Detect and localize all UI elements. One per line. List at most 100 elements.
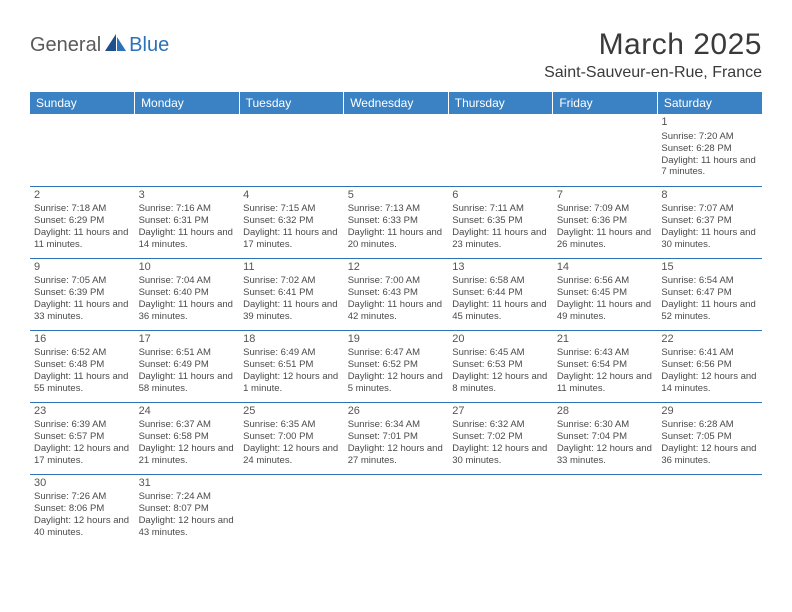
day-number: 9 (34, 261, 131, 275)
calendar-day-cell (657, 474, 762, 546)
day-number: 22 (661, 333, 758, 347)
daylight-text: Daylight: 11 hours and 23 minutes. (452, 227, 549, 251)
sunset-text: Sunset: 6:51 PM (243, 359, 340, 371)
calendar-day-cell: 29Sunrise: 6:28 AMSunset: 7:05 PMDayligh… (657, 402, 762, 474)
day-number: 21 (557, 333, 654, 347)
sunrise-text: Sunrise: 6:35 AM (243, 419, 340, 431)
sunset-text: Sunset: 8:06 PM (34, 503, 131, 515)
sunset-text: Sunset: 6:40 PM (139, 287, 236, 299)
daylight-text: Daylight: 12 hours and 1 minute. (243, 371, 340, 395)
calendar-day-cell: 15Sunrise: 6:54 AMSunset: 6:47 PMDayligh… (657, 258, 762, 330)
logo-text-general: General (30, 34, 101, 57)
calendar-week-row: 30Sunrise: 7:26 AMSunset: 8:06 PMDayligh… (30, 474, 762, 546)
daylight-text: Daylight: 11 hours and 11 minutes. (34, 227, 131, 251)
sunset-text: Sunset: 6:45 PM (557, 287, 654, 299)
daylight-text: Daylight: 12 hours and 40 minutes. (34, 515, 131, 539)
sunset-text: Sunset: 6:32 PM (243, 215, 340, 227)
daylight-text: Daylight: 11 hours and 52 minutes. (661, 299, 758, 323)
daylight-text: Daylight: 12 hours and 21 minutes. (139, 443, 236, 467)
calendar-day-cell (448, 474, 553, 546)
sunrise-text: Sunrise: 6:52 AM (34, 347, 131, 359)
day-number: 7 (557, 189, 654, 203)
calendar-day-cell (239, 474, 344, 546)
day-number: 15 (661, 261, 758, 275)
daylight-text: Daylight: 11 hours and 45 minutes. (452, 299, 549, 323)
daylight-text: Daylight: 11 hours and 58 minutes. (139, 371, 236, 395)
sunrise-text: Sunrise: 6:56 AM (557, 275, 654, 287)
day-number: 6 (452, 189, 549, 203)
title-block: March 2025 Saint-Sauveur-en-Rue, France (544, 28, 762, 82)
day-header-friday: Friday (553, 92, 658, 114)
calendar-day-cell: 2Sunrise: 7:18 AMSunset: 6:29 PMDaylight… (30, 186, 135, 258)
sunrise-text: Sunrise: 7:05 AM (34, 275, 131, 287)
sunset-text: Sunset: 6:37 PM (661, 215, 758, 227)
calendar-day-cell (344, 474, 449, 546)
sunset-text: Sunset: 6:39 PM (34, 287, 131, 299)
day-number: 4 (243, 189, 340, 203)
sunset-text: Sunset: 7:05 PM (661, 431, 758, 443)
day-number: 20 (452, 333, 549, 347)
day-header-saturday: Saturday (657, 92, 762, 114)
logo-text-blue: Blue (129, 34, 169, 57)
sunset-text: Sunset: 6:52 PM (348, 359, 445, 371)
daylight-text: Daylight: 11 hours and 49 minutes. (557, 299, 654, 323)
sunset-text: Sunset: 7:00 PM (243, 431, 340, 443)
sunrise-text: Sunrise: 7:18 AM (34, 203, 131, 215)
sunset-text: Sunset: 6:28 PM (661, 143, 758, 155)
daylight-text: Daylight: 12 hours and 43 minutes. (139, 515, 236, 539)
day-header-wednesday: Wednesday (344, 92, 449, 114)
sunrise-text: Sunrise: 7:00 AM (348, 275, 445, 287)
sunset-text: Sunset: 7:01 PM (348, 431, 445, 443)
sunset-text: Sunset: 6:35 PM (452, 215, 549, 227)
calendar-day-cell: 1Sunrise: 7:20 AMSunset: 6:28 PMDaylight… (657, 114, 762, 186)
sunrise-text: Sunrise: 6:58 AM (452, 275, 549, 287)
calendar-table: Sunday Monday Tuesday Wednesday Thursday… (30, 92, 762, 546)
daylight-text: Daylight: 11 hours and 14 minutes. (139, 227, 236, 251)
day-number: 31 (139, 477, 236, 491)
sunrise-text: Sunrise: 6:49 AM (243, 347, 340, 359)
sunrise-text: Sunrise: 7:24 AM (139, 491, 236, 503)
daylight-text: Daylight: 12 hours and 36 minutes. (661, 443, 758, 467)
daylight-text: Daylight: 12 hours and 24 minutes. (243, 443, 340, 467)
calendar-day-cell (30, 114, 135, 186)
sunrise-text: Sunrise: 7:16 AM (139, 203, 236, 215)
sunrise-text: Sunrise: 7:02 AM (243, 275, 340, 287)
calendar-day-cell: 3Sunrise: 7:16 AMSunset: 6:31 PMDaylight… (135, 186, 240, 258)
logo: General Blue (30, 34, 169, 57)
sunset-text: Sunset: 6:29 PM (34, 215, 131, 227)
calendar-day-cell: 6Sunrise: 7:11 AMSunset: 6:35 PMDaylight… (448, 186, 553, 258)
daylight-text: Daylight: 11 hours and 30 minutes. (661, 227, 758, 251)
daylight-text: Daylight: 12 hours and 11 minutes. (557, 371, 654, 395)
sunset-text: Sunset: 6:53 PM (452, 359, 549, 371)
daylight-text: Daylight: 11 hours and 17 minutes. (243, 227, 340, 251)
sunset-text: Sunset: 6:49 PM (139, 359, 236, 371)
day-number: 13 (452, 261, 549, 275)
calendar-day-cell: 13Sunrise: 6:58 AMSunset: 6:44 PMDayligh… (448, 258, 553, 330)
day-number: 1 (661, 116, 758, 130)
calendar-day-cell: 22Sunrise: 6:41 AMSunset: 6:56 PMDayligh… (657, 330, 762, 402)
calendar-week-row: 23Sunrise: 6:39 AMSunset: 6:57 PMDayligh… (30, 402, 762, 474)
day-number: 3 (139, 189, 236, 203)
day-number: 24 (139, 405, 236, 419)
location-subtitle: Saint-Sauveur-en-Rue, France (544, 64, 762, 82)
sunset-text: Sunset: 6:33 PM (348, 215, 445, 227)
sunset-text: Sunset: 6:44 PM (452, 287, 549, 299)
sunrise-text: Sunrise: 6:34 AM (348, 419, 445, 431)
sunrise-text: Sunrise: 6:54 AM (661, 275, 758, 287)
sunrise-text: Sunrise: 7:13 AM (348, 203, 445, 215)
sunset-text: Sunset: 6:31 PM (139, 215, 236, 227)
calendar-week-row: 2Sunrise: 7:18 AMSunset: 6:29 PMDaylight… (30, 186, 762, 258)
day-number: 25 (243, 405, 340, 419)
sunset-text: Sunset: 6:47 PM (661, 287, 758, 299)
daylight-text: Daylight: 11 hours and 36 minutes. (139, 299, 236, 323)
day-number: 26 (348, 405, 445, 419)
daylight-text: Daylight: 12 hours and 30 minutes. (452, 443, 549, 467)
day-number: 19 (348, 333, 445, 347)
sunrise-text: Sunrise: 6:37 AM (139, 419, 236, 431)
sunrise-text: Sunrise: 6:32 AM (452, 419, 549, 431)
calendar-page: General Blue March 2025 Saint-Sauveur-en… (0, 0, 792, 566)
month-title: March 2025 (544, 28, 762, 62)
sunrise-text: Sunrise: 6:30 AM (557, 419, 654, 431)
sunrise-text: Sunrise: 6:43 AM (557, 347, 654, 359)
calendar-day-cell: 16Sunrise: 6:52 AMSunset: 6:48 PMDayligh… (30, 330, 135, 402)
